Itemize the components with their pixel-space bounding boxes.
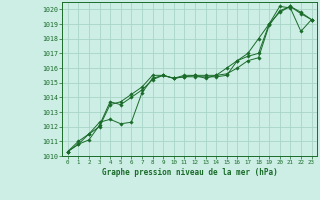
X-axis label: Graphe pression niveau de la mer (hPa): Graphe pression niveau de la mer (hPa) bbox=[102, 168, 277, 177]
